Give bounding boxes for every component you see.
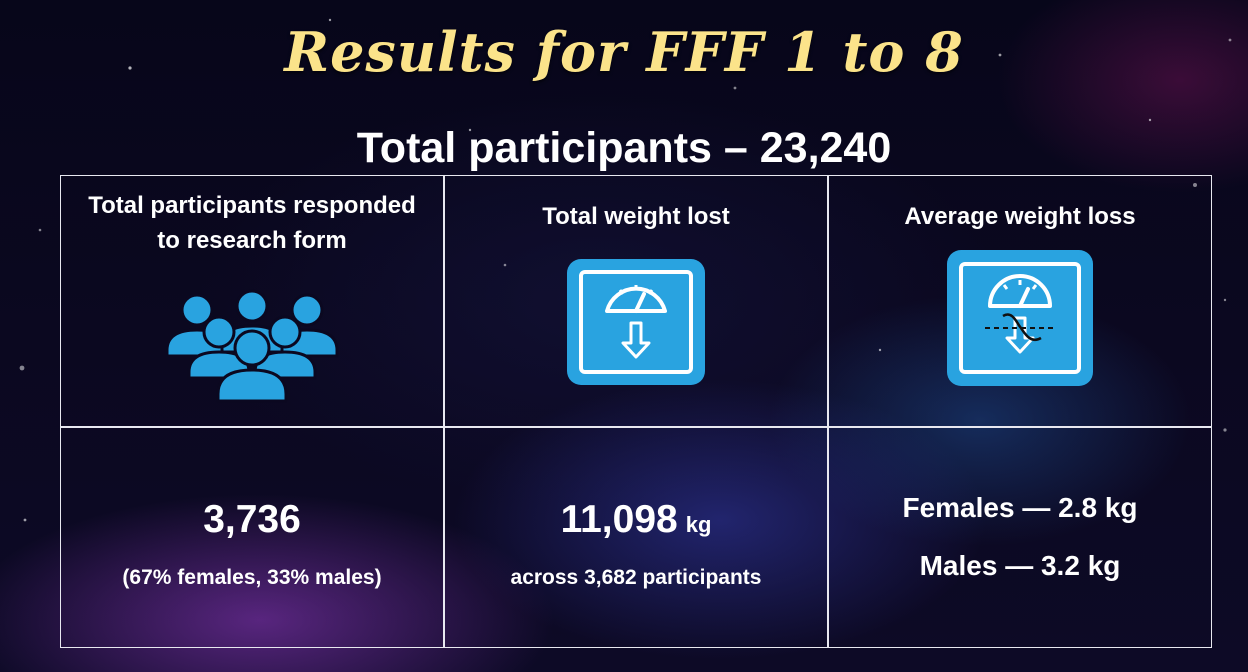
weight-lost-participants-note: across 3,682 participants bbox=[510, 566, 762, 589]
results-table: Total participants responded to research… bbox=[60, 175, 1212, 648]
weight-lost-header-cell: Total weight lost bbox=[444, 175, 828, 427]
weight-lost-unit: kg bbox=[685, 512, 712, 537]
average-loss-value-cell: Females — 2.8 kg Males — 3.2 kg bbox=[828, 427, 1212, 648]
weight-lost-value: 11,098 bbox=[560, 498, 678, 541]
weighing-scale-average-icon bbox=[947, 250, 1093, 386]
average-loss-heading: Average weight loss bbox=[904, 203, 1136, 230]
females-average-loss: Females — 2.8 kg bbox=[902, 492, 1138, 523]
weight-lost-heading: Total weight lost bbox=[542, 203, 730, 230]
responded-heading-line2: to research form bbox=[157, 227, 347, 254]
responded-count: 3,736 bbox=[203, 498, 301, 541]
responded-header-cell: Total participants responded to research… bbox=[60, 175, 444, 427]
weight-lost-value-cell: 11,098 kg across 3,682 participants bbox=[444, 427, 828, 648]
people-group-icon bbox=[165, 289, 339, 403]
males-average-loss: Males — 3.2 kg bbox=[919, 550, 1121, 581]
responded-heading-line1: Total participants responded bbox=[88, 192, 416, 219]
page-title: Results for FFF 1 to 8 bbox=[284, 20, 964, 84]
responded-gender-split: (67% females, 33% males) bbox=[122, 566, 382, 589]
weighing-scale-icon bbox=[567, 259, 705, 385]
responded-value-cell: 3,736 (67% females, 33% males) bbox=[60, 427, 444, 648]
total-participants-heading: Total participants – 23,240 bbox=[356, 124, 892, 172]
average-loss-header-cell: Average weight loss bbox=[828, 175, 1212, 427]
weight-lost-figure: 11,098 kg bbox=[561, 498, 712, 542]
responded-heading: Total participants responded to research… bbox=[88, 188, 416, 258]
